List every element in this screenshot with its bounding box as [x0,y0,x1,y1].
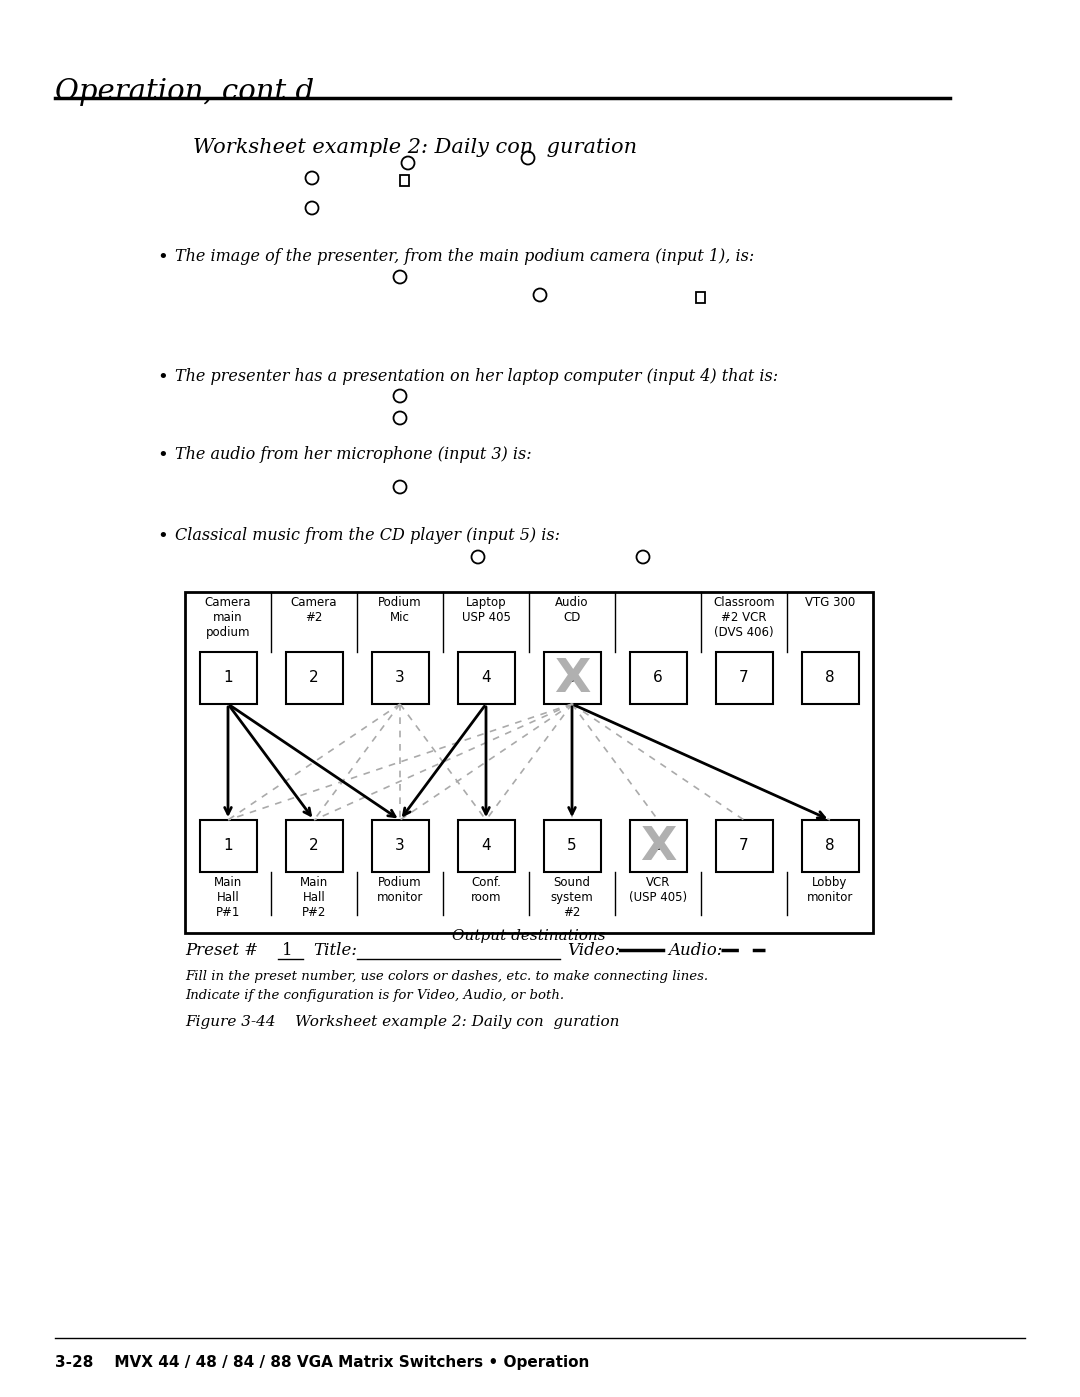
Text: 4: 4 [482,671,490,686]
Text: 2: 2 [309,838,319,854]
Text: •: • [157,249,167,265]
Bar [630,820,687,872]
Text: 7: 7 [739,838,748,854]
Text: Worksheet example 2: Daily con  guration: Worksheet example 2: Daily con guration [193,138,637,156]
Bar [543,820,600,872]
Text: 1: 1 [282,942,293,958]
Text: •: • [157,367,167,386]
Text: VTG 300: VTG 300 [805,597,855,609]
Text: Camera
#2: Camera #2 [291,597,337,624]
Text: The image of the presenter, from the main podium camera (input 1), is:: The image of the presenter, from the mai… [175,249,754,265]
Text: 5: 5 [567,671,577,686]
Text: Figure 3-44    Worksheet example 2: Daily con  guration: Figure 3-44 Worksheet example 2: Daily c… [185,1016,620,1030]
Bar [630,652,687,704]
Text: Title:: Title: [313,942,357,958]
Text: Main
Hall
P#2: Main Hall P#2 [300,876,328,919]
Bar [285,820,342,872]
Bar [715,820,772,872]
Text: 1: 1 [224,671,233,686]
Text: X: X [554,658,590,703]
Text: X: X [639,826,676,870]
Text: Audio
CD: Audio CD [555,597,589,624]
Bar [801,820,859,872]
Bar [372,652,429,704]
Text: 3: 3 [395,671,405,686]
Text: Fill in the preset number, use colors or dashes, etc. to make connecting lines.: Fill in the preset number, use colors or… [185,970,708,983]
Text: Operation, cont d: Operation, cont d [55,78,314,106]
Text: Conf.
room: Conf. room [471,876,501,904]
Bar [185,592,873,933]
Text: •: • [157,527,167,545]
Bar [200,652,257,704]
Text: Classical music from the CD player (input 5) is:: Classical music from the CD player (inpu… [175,527,561,543]
Text: The audio from her microphone (input 3) is:: The audio from her microphone (input 3) … [175,446,531,462]
Text: 7: 7 [739,671,748,686]
Text: 1: 1 [224,838,233,854]
Text: •: • [157,446,167,464]
Text: Podium
monitor: Podium monitor [377,876,423,904]
Text: Laptop
USP 405: Laptop USP 405 [461,597,511,624]
Bar [458,820,514,872]
Text: The presenter has a presentation on her laptop computer (input 4) that is:: The presenter has a presentation on her … [175,367,778,386]
Bar [696,292,705,303]
Text: 5: 5 [567,838,577,854]
Bar [400,175,409,186]
Text: Video:: Video: [567,942,620,958]
Bar [285,652,342,704]
Text: 3: 3 [395,838,405,854]
Bar [458,652,514,704]
Text: Output destinations: Output destinations [453,929,606,943]
Text: Main
Hall
P#1: Main Hall P#1 [214,876,242,919]
Text: Preset #: Preset # [185,942,258,958]
Bar [801,652,859,704]
Bar [200,820,257,872]
Bar [543,652,600,704]
Text: VCR
(USP 405): VCR (USP 405) [629,876,687,904]
Text: Sound
system
#2: Sound system #2 [551,876,593,919]
Text: 6: 6 [653,671,663,686]
Bar [715,652,772,704]
Text: Audio:: Audio: [669,942,723,958]
Text: Camera
main
podium: Camera main podium [205,597,252,638]
Text: 4: 4 [482,838,490,854]
Text: 6: 6 [653,838,663,854]
Text: 2: 2 [309,671,319,686]
Text: 8: 8 [825,671,835,686]
Bar [372,820,429,872]
Text: Lobby
monitor: Lobby monitor [807,876,853,904]
Text: Classroom
#2 VCR
(DVS 406): Classroom #2 VCR (DVS 406) [713,597,774,638]
Text: Indicate if the configuration is for Video, Audio, or both.: Indicate if the configuration is for Vid… [185,989,564,1002]
Text: 3-28    MVX 44 / 48 / 84 / 88 VGA Matrix Switchers • Operation: 3-28 MVX 44 / 48 / 84 / 88 VGA Matrix Sw… [55,1355,590,1370]
Text: 8: 8 [825,838,835,854]
Text: Podium
Mic: Podium Mic [378,597,422,624]
